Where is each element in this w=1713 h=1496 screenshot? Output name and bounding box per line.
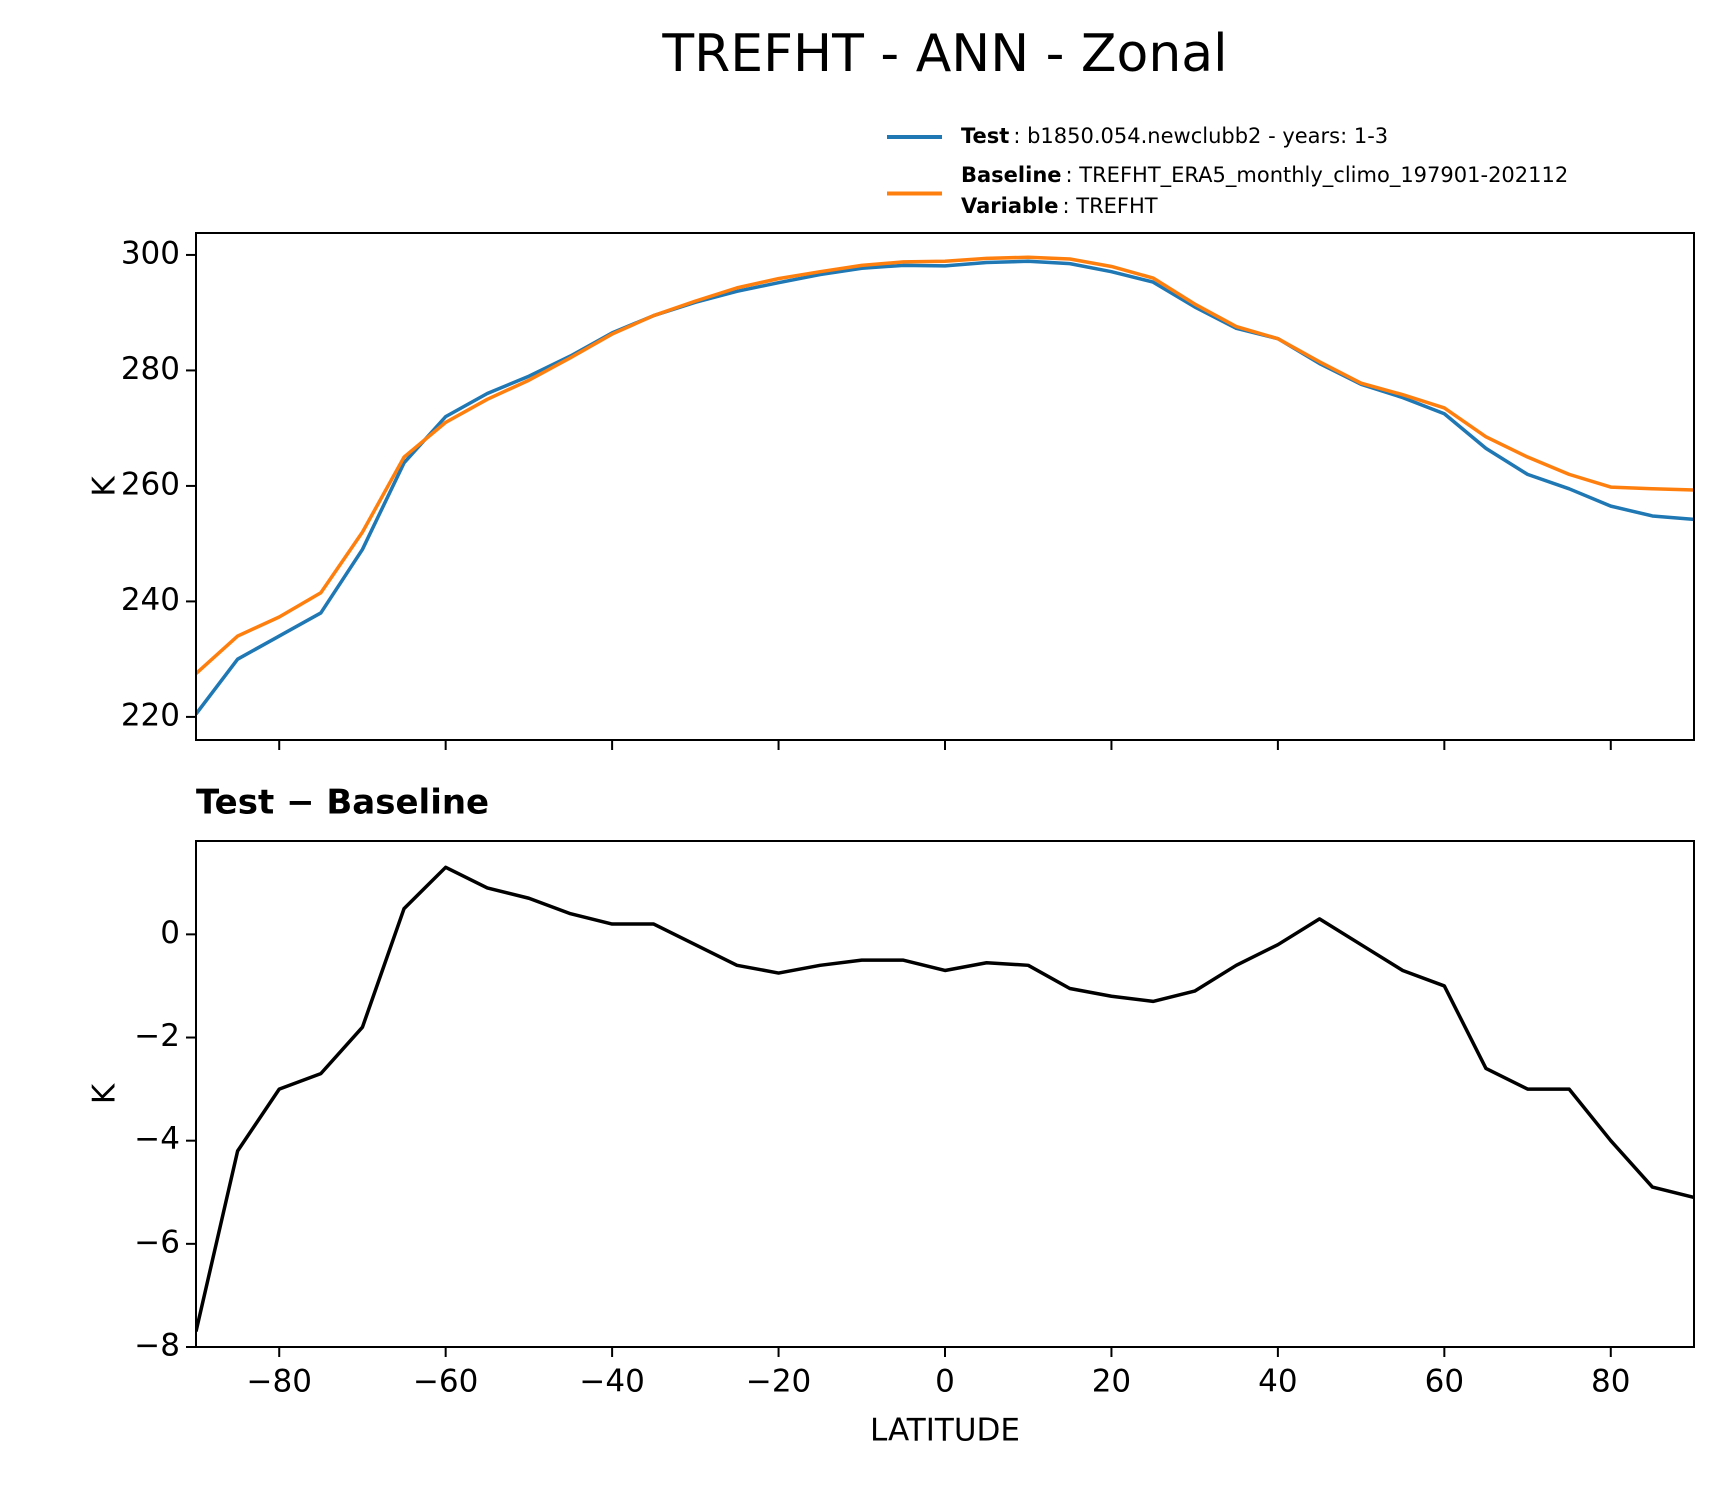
legend-entry: Variable: TREFHT [961, 194, 1158, 218]
x-axis-label: LATITUDE [870, 1413, 1020, 1449]
x-tick-label: −80 [247, 1364, 312, 1400]
y-tick-label: 300 [121, 235, 180, 271]
legend-name: Variable [961, 194, 1058, 218]
legend-name: Test [961, 124, 1009, 148]
y-tick-label: −8 [134, 1328, 180, 1364]
x-tick-label: 40 [1258, 1364, 1297, 1400]
y-tick-label: −6 [134, 1224, 180, 1260]
chart-title: Test − Baseline [196, 783, 489, 823]
legend-detail: : b1850.054.newclubb2 - years: 1-3 [1013, 124, 1388, 148]
series-line [196, 259, 1694, 716]
legend-detail: : TREFHT [1062, 194, 1157, 218]
plot-frame [195, 840, 1695, 1348]
plot-frame [195, 232, 1695, 741]
x-tick-label: −20 [746, 1364, 811, 1400]
legend-entry: Test: b1850.054.newclubb2 - years: 1-3 [961, 124, 1388, 148]
x-tick-label: −60 [413, 1364, 478, 1400]
y-axis-label: K [87, 476, 123, 497]
series-line [196, 255, 1694, 675]
legend-entry: Baseline: TREFHT_ERA5_monthly_climo_1979… [961, 163, 1568, 188]
x-tick-label: 60 [1425, 1364, 1464, 1400]
y-tick-label: 280 [121, 351, 180, 387]
legend-name: Baseline [961, 163, 1062, 187]
x-tick-label: 0 [935, 1364, 955, 1400]
legend-detail: : TREFHT_ERA5_monthly_climo_197901-20211… [1066, 163, 1569, 188]
y-tick-label: 0 [160, 915, 180, 951]
x-tick-label: 20 [1092, 1364, 1131, 1400]
y-tick-label: 260 [121, 466, 180, 502]
y-tick-label: 220 [121, 697, 180, 733]
y-tick-label: 240 [121, 582, 180, 618]
data-line [196, 865, 1694, 1332]
x-tick-label: −40 [579, 1364, 644, 1400]
y-tick-label: −2 [134, 1018, 180, 1054]
chart-title: TREFHT - ANN - Zonal [661, 24, 1227, 84]
y-axis-label: K [87, 1083, 123, 1104]
y-tick-label: −4 [134, 1121, 180, 1157]
x-tick-label: 80 [1591, 1364, 1630, 1400]
